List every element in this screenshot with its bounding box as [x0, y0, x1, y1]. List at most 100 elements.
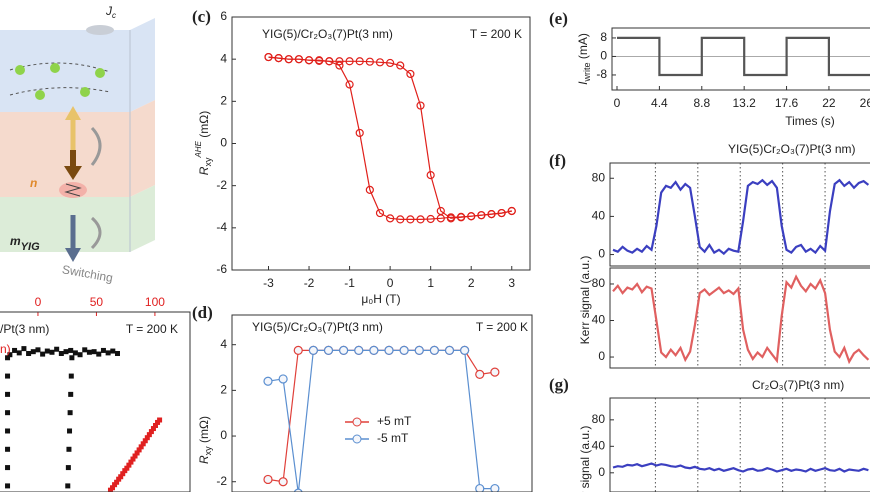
point: [278, 374, 288, 384]
x-tick-label: 13.2: [732, 96, 756, 110]
y-axis-label-sub: write: [582, 62, 592, 82]
point: [68, 373, 74, 379]
point: [507, 206, 516, 216]
point: [406, 69, 415, 79]
point: [132, 453, 138, 459]
point: [120, 471, 126, 477]
point: [293, 345, 303, 355]
point: [345, 57, 354, 66]
electron: [15, 65, 25, 75]
point: [67, 428, 73, 434]
magnet-main: m: [10, 234, 21, 248]
rotation-arrow: [90, 126, 102, 166]
point: [278, 477, 288, 487]
arrowhead: [65, 248, 81, 262]
x-axis-label: Times (s): [785, 114, 835, 128]
x-tick-label: 0: [387, 276, 394, 290]
arrowhead: [65, 106, 81, 120]
point: [414, 345, 424, 355]
x-tick-label: 22: [822, 96, 836, 110]
arrowhead: [64, 166, 82, 180]
point: [63, 349, 69, 355]
point: [467, 212, 476, 221]
x-tick-label: 1: [427, 276, 434, 290]
point: [44, 348, 50, 354]
point: [354, 345, 364, 355]
point: [416, 215, 425, 224]
point: [110, 485, 116, 491]
y-axis-label: Iwrite (mA): [576, 33, 592, 85]
legend-marker: [352, 434, 362, 444]
y-tick-label: 40: [592, 209, 606, 223]
y-tick-label: 0: [220, 428, 227, 442]
frame: [609, 267, 870, 369]
frame: [231, 314, 533, 492]
y-tick-label: 40: [592, 438, 606, 452]
x-tick-label: 2: [468, 276, 475, 290]
plot-title: Cr₂O₃(7)Pt(3 nm): [752, 378, 844, 392]
y-tick-label: 2: [220, 383, 227, 397]
point: [426, 214, 435, 224]
current-sub: c: [112, 11, 116, 20]
point: [7, 352, 13, 358]
x-tick-label: 4.4: [651, 96, 668, 110]
y-tick-label: 8: [600, 30, 607, 44]
panel-label: (f): [549, 151, 566, 170]
point: [148, 429, 154, 435]
x-axis-label: μ₀H (T): [361, 292, 400, 306]
point: [345, 80, 354, 89]
point: [82, 347, 88, 353]
bottom-layer: [0, 185, 155, 252]
point: [72, 350, 78, 356]
point: [126, 462, 132, 468]
y-tick-label: -8: [596, 67, 607, 81]
path: [9, 87, 111, 96]
schematic: Jc n mYIG Switching: [0, 4, 155, 285]
point: [335, 61, 344, 70]
point: [5, 428, 11, 434]
electron: [80, 87, 90, 97]
frame: [0, 311, 191, 492]
point: [5, 355, 11, 361]
point: [58, 350, 64, 356]
point: [304, 56, 314, 65]
rotation-arrow: [90, 216, 102, 250]
point: [114, 479, 120, 485]
point: [118, 474, 124, 480]
plot-area: [612, 398, 869, 492]
frame: [231, 16, 531, 271]
point: [5, 465, 11, 471]
point: [105, 350, 111, 356]
y-axis-label-sub: xy: [203, 157, 213, 167]
point: [77, 352, 83, 358]
point: [26, 350, 32, 356]
point: [477, 211, 486, 220]
series-line: [267, 349, 495, 492]
point: [274, 54, 283, 63]
point: [294, 55, 303, 64]
y-tick-label: 4: [220, 337, 227, 351]
point: [54, 346, 60, 352]
series-line: [268, 56, 512, 219]
point: [386, 58, 395, 68]
point: [264, 52, 273, 62]
point: [68, 347, 74, 353]
plot-area: [5, 346, 163, 492]
point: [16, 350, 22, 356]
point: [284, 55, 293, 64]
series-line: [268, 56, 512, 220]
point: [263, 474, 273, 485]
point: [263, 376, 273, 386]
plot-area: [612, 163, 870, 266]
y-tick-label: -2: [216, 474, 227, 488]
point: [65, 465, 71, 471]
y-tick-label: 80: [592, 170, 606, 184]
y-tick-label: -6: [216, 262, 227, 276]
y-tick-label: 0: [598, 465, 605, 479]
y-tick-label: 0: [600, 49, 607, 63]
plot-area: [612, 36, 870, 77]
annotation: T = 200 K: [476, 320, 528, 334]
point: [375, 58, 385, 67]
point: [67, 410, 73, 416]
y-axis-label-sup: AHE: [194, 140, 203, 158]
